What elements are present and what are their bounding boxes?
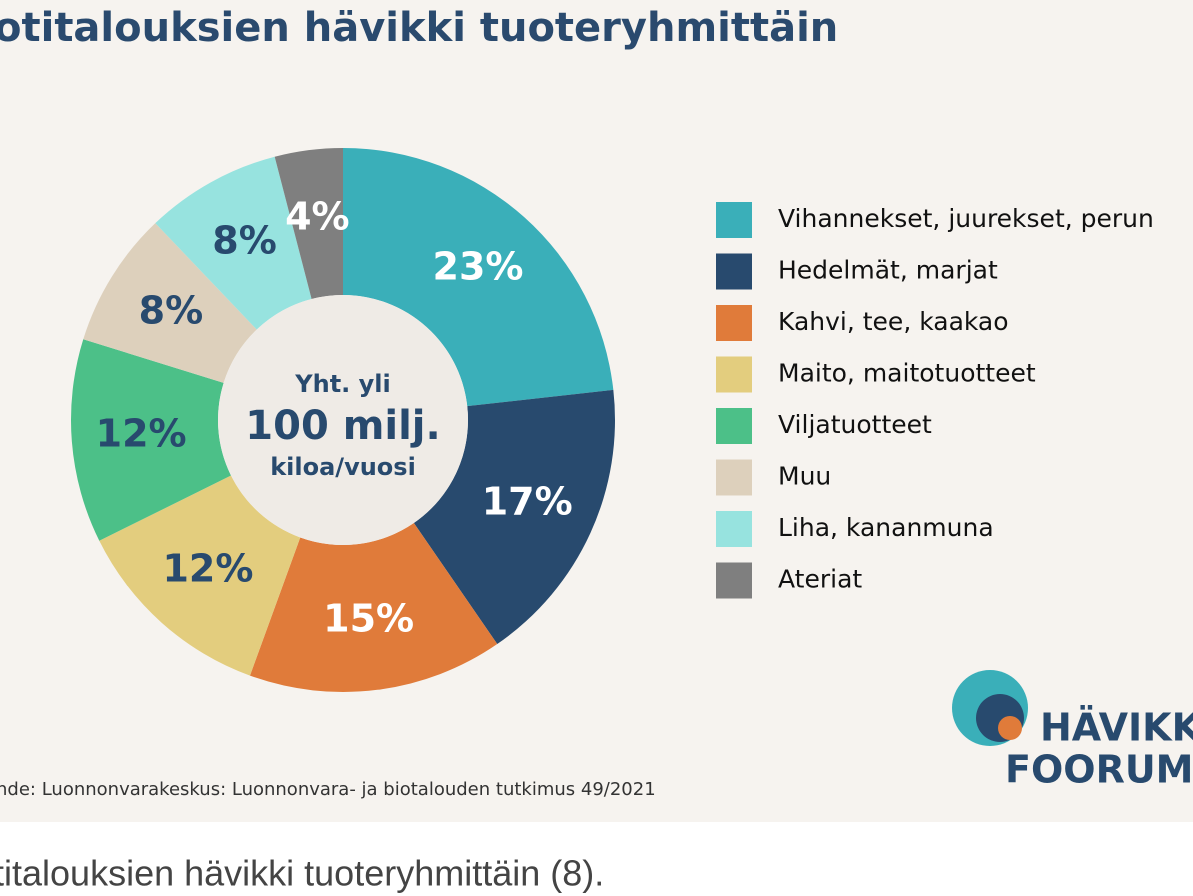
- slice: [249, 522, 498, 692]
- center-text: Yht. yli: [294, 370, 391, 398]
- logo: HÄVIKK FOORUM: [952, 670, 1193, 792]
- legend-label: Muu: [778, 462, 831, 491]
- legend-swatch: [716, 253, 752, 290]
- value-label: 8%: [212, 219, 277, 263]
- value-label: 12%: [162, 546, 253, 590]
- legend-swatch: [716, 459, 752, 496]
- legend-swatch: [716, 356, 752, 393]
- legend-label: Vihannekset, juurekset, perun: [778, 204, 1154, 233]
- legend-swatch: [716, 562, 752, 599]
- value-label: 17%: [482, 480, 573, 524]
- slice: [413, 389, 615, 645]
- legend-swatch: [716, 202, 752, 238]
- center-disc: [218, 295, 468, 545]
- legend-label: Hedelmät, marjat: [778, 256, 998, 285]
- value-label: 12%: [96, 412, 187, 456]
- slice: [71, 339, 232, 541]
- value-label: 23%: [433, 245, 524, 289]
- value-label: 4%: [285, 195, 350, 239]
- logo-text: HÄVIKK: [1040, 706, 1193, 750]
- slice: [83, 223, 257, 383]
- legend-label: Viljatuotteet: [778, 410, 932, 439]
- logo-circle: [998, 716, 1022, 740]
- legend-label: Kahvi, tee, kaakao: [778, 307, 1009, 336]
- center-text: 100 milj.: [245, 403, 440, 449]
- slice: [274, 148, 343, 300]
- legend-swatch: [716, 305, 752, 341]
- legend-label: Ateriat: [778, 565, 862, 594]
- center-text: kiloa/vuosi: [270, 453, 416, 481]
- caption: titalouksien hävikki tuoteryhmittäin (8)…: [0, 853, 604, 894]
- value-label: 15%: [323, 596, 414, 640]
- chart-title: otitalouksien hävikki tuoteryhmittäin: [0, 5, 838, 51]
- slice: [155, 156, 312, 330]
- slice: [343, 148, 614, 407]
- slice: [99, 475, 301, 676]
- value-label: 8%: [139, 289, 204, 333]
- source: nde: Luonnonvarakeskus: Luonnonvara- ja …: [0, 779, 656, 800]
- legend-label: Maito, maitotuotteet: [778, 359, 1036, 388]
- legend-label: Liha, kananmuna: [778, 513, 994, 542]
- logo-text: FOORUM: [1005, 748, 1193, 792]
- legend-swatch: [716, 511, 752, 547]
- legend-swatch: [716, 408, 752, 444]
